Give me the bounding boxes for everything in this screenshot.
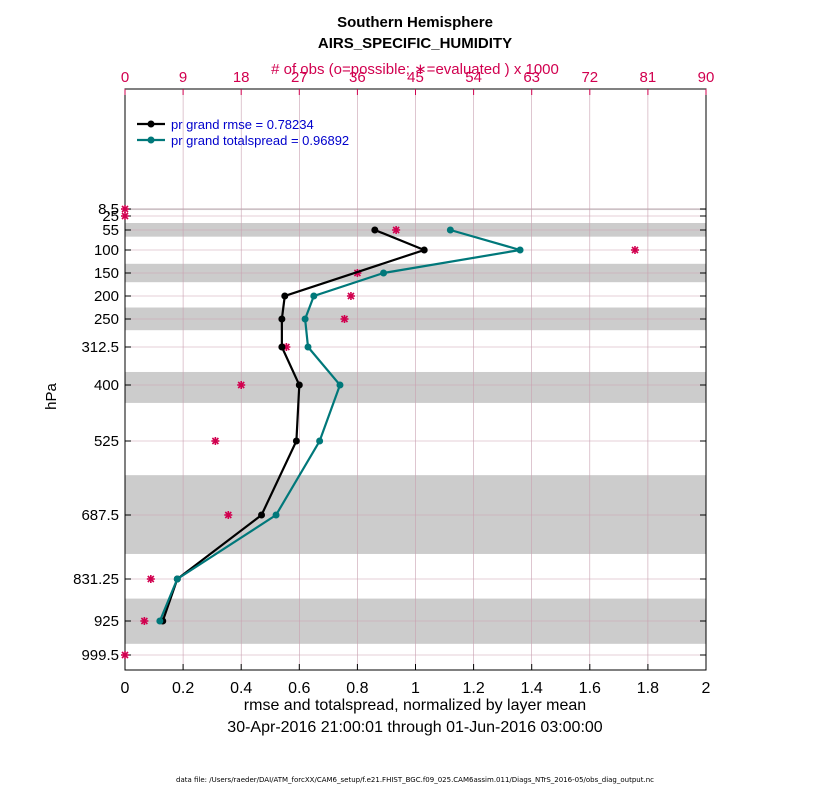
- series-point-2: [446, 226, 454, 234]
- x-tick-label: 0.8: [346, 680, 368, 697]
- obs-count-marker: [211, 437, 220, 445]
- y-tick-label: 250: [94, 311, 119, 328]
- y-tick-label: 925: [94, 613, 119, 630]
- obs-marker-stroke: [224, 511, 232, 519]
- top-axis-label: # of obs (o=possible; ∗=evaluated ) x 10…: [271, 61, 559, 78]
- top-tick-label: 81: [640, 69, 657, 86]
- legend-label-2: pr grand totalspread = 0.96892: [171, 133, 349, 148]
- obs-marker-stroke: [237, 381, 245, 389]
- obs-marker-stroke: [147, 575, 155, 583]
- series-point-2: [516, 246, 524, 254]
- y-tick-label: 831.25: [73, 571, 119, 588]
- y-tick-label: 687.5: [81, 507, 119, 524]
- obs-count-marker: [340, 315, 349, 323]
- top-tick-label: 90: [698, 69, 715, 86]
- series-point-1: [278, 315, 286, 323]
- obs-count-marker: [237, 381, 246, 389]
- obs-marker-stroke: [121, 205, 129, 213]
- y-axis-label: hPa: [42, 383, 60, 410]
- x-tick-label: 1.4: [521, 680, 543, 697]
- obs-count-marker: [630, 246, 639, 254]
- obs-count-marker: [346, 292, 355, 300]
- series-point-2: [304, 343, 312, 351]
- obs-count-marker: [140, 617, 149, 625]
- y-tick-label: 150: [94, 265, 119, 282]
- series-point-2: [336, 381, 344, 389]
- series-point-2: [380, 269, 388, 277]
- series-point-1: [278, 343, 286, 351]
- series-point-2: [272, 511, 280, 519]
- obs-marker-stroke: [631, 246, 639, 254]
- series-line-1: [161, 228, 428, 622]
- obs-marker-stroke: [121, 212, 129, 220]
- x-axis-label: rmse and totalspread, normalized by laye…: [243, 697, 587, 714]
- y-tick-label: 200: [94, 288, 119, 305]
- y-tick-label: 312.5: [81, 339, 119, 356]
- series-point-2: [156, 617, 164, 625]
- x-tick-label: 1.6: [579, 680, 601, 697]
- series-point-2: [301, 315, 309, 323]
- top-tick-label: 9: [179, 69, 187, 86]
- x-tick-label: 0.2: [172, 680, 194, 697]
- x-tick-label: 0.4: [230, 680, 252, 697]
- top-tick-label: 72: [581, 69, 598, 86]
- obs-count-marker: [121, 205, 129, 213]
- legend-label-1: pr grand rmse = 0.78234: [171, 117, 314, 132]
- date-range-label: 30-Apr-2016 21:00:01 through 01-Jun-2016…: [227, 719, 603, 736]
- top-tick-label: 54: [465, 69, 482, 86]
- y-tick-label: 525: [94, 433, 119, 450]
- top-tick-label: 18: [233, 69, 250, 86]
- series-point-1: [292, 437, 300, 445]
- series-point-1: [371, 226, 379, 234]
- top-tick-label: 45: [407, 69, 424, 86]
- x-tick-label: 2: [702, 680, 711, 697]
- x-tick-label: 0.6: [288, 680, 310, 697]
- series-point-1: [420, 246, 428, 254]
- x-tick-label: 1: [411, 680, 420, 697]
- series-point-1: [281, 292, 289, 300]
- chart-subtitle: AIRS_SPECIFIC_HUMIDITY: [317, 35, 513, 52]
- series-point-1: [295, 381, 303, 389]
- top-tick-label: 0: [121, 69, 129, 86]
- y-tick-label: 100: [94, 242, 119, 259]
- series-point-2: [173, 575, 181, 583]
- x-tick-label: 0: [121, 680, 130, 697]
- x-tick-label: 1.2: [462, 680, 484, 697]
- obs-marker-stroke: [140, 617, 148, 625]
- chart-title: Southern Hemisphere: [337, 14, 493, 31]
- series-point-2: [316, 437, 324, 445]
- obs-count-marker: [146, 575, 155, 583]
- obs-count-marker: [121, 212, 129, 220]
- legend-marker-2: [147, 136, 155, 144]
- obs-count-marker: [121, 651, 129, 659]
- obs-marker-stroke: [392, 226, 400, 234]
- data-file-footer: data file: /Users/raeder/DAI/ATM_forcXX/…: [176, 776, 654, 784]
- series-point-2: [310, 292, 318, 300]
- top-tick-label: 27: [291, 69, 308, 86]
- obs-count-marker: [224, 511, 233, 519]
- series-point-1: [258, 511, 266, 519]
- y-tick-label: 999.5: [81, 647, 119, 664]
- y-tick-label: 8.5: [98, 201, 119, 218]
- obs-count-marker: [392, 226, 401, 234]
- obs-marker-stroke: [347, 292, 355, 300]
- obs-marker-stroke: [121, 651, 129, 659]
- y-tick-label: 55: [102, 222, 119, 239]
- obs-marker-stroke: [340, 315, 349, 323]
- x-tick-label: 1.8: [637, 680, 659, 697]
- legend-marker-1: [147, 120, 155, 128]
- y-tick-label: 400: [94, 377, 119, 394]
- series-line-2: [158, 228, 521, 622]
- top-tick-label: 36: [349, 69, 366, 86]
- obs-marker-stroke: [211, 437, 219, 445]
- top-tick-label: 63: [523, 69, 540, 86]
- y-tick-label: 25: [102, 208, 119, 225]
